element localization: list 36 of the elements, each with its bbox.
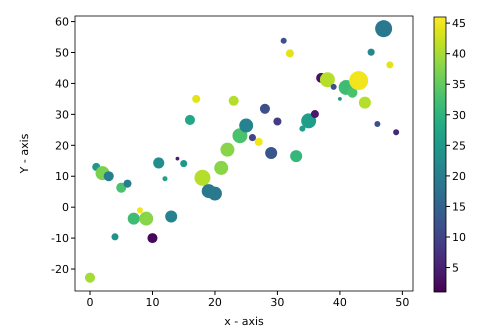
- color-bar-label: 5: [452, 262, 459, 275]
- y-tick-label: 30: [55, 108, 69, 122]
- y-tick-label: 60: [55, 16, 69, 29]
- x-tick-label: 40: [332, 296, 347, 309]
- y-tick-label: 50: [55, 46, 69, 60]
- y-tick-label: 20: [55, 139, 69, 152]
- color-bar-label: 30: [452, 108, 466, 122]
- color-bar-label: 20: [452, 170, 466, 183]
- point: [123, 180, 132, 188]
- x-tick-label: 10: [145, 296, 160, 309]
- color-bar-label: 25: [452, 139, 466, 152]
- y-axis-title: Y - axis: [18, 133, 31, 174]
- point: [153, 157, 164, 168]
- point: [260, 104, 270, 114]
- y-tick-label: 10: [55, 170, 69, 184]
- point: [347, 88, 358, 98]
- point: [228, 96, 239, 106]
- point: [184, 114, 195, 125]
- x-tick-label: 0: [86, 296, 94, 309]
- x-axis-title: x - axis: [224, 315, 264, 328]
- x-tick-label: 50: [395, 296, 410, 309]
- y-tick-label: 40: [55, 77, 69, 90]
- x-tick-label: 30: [270, 296, 284, 309]
- y-tick-label: -10: [51, 232, 69, 246]
- color-bar-label: 15: [452, 200, 466, 214]
- y-tick-label: -20: [51, 263, 69, 276]
- color-bar-label: 10: [452, 231, 466, 244]
- color-bar-label: 45: [452, 17, 466, 30]
- x-tick-label: 20: [208, 296, 222, 309]
- color-bar-label: 40: [452, 48, 466, 61]
- point: [116, 182, 126, 193]
- color-bar-label: 35: [452, 78, 466, 92]
- point: [147, 233, 158, 244]
- point: [104, 171, 114, 182]
- point: [84, 272, 96, 283]
- y-tick-label: 0: [62, 201, 69, 214]
